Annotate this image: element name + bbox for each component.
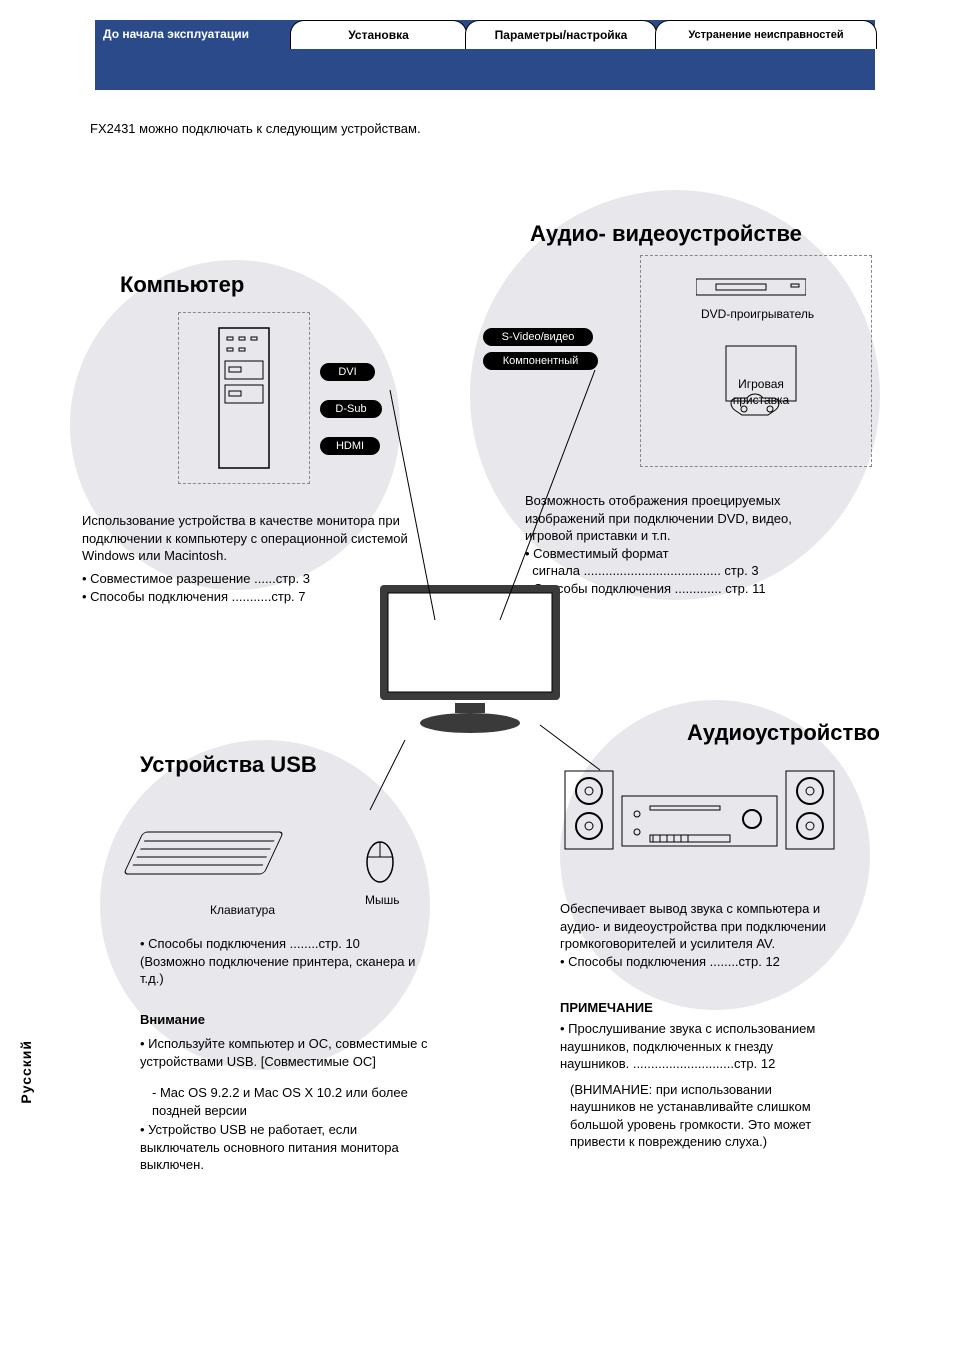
pill-component: Компонентный — [483, 352, 598, 370]
av-title: Аудио- видеоустройстве — [530, 221, 802, 247]
dvd-player-icon — [696, 271, 806, 301]
note-2: (ВНИМАНИЕ: при использовании наушников н… — [570, 1081, 820, 1151]
pill-dvi: DVI — [320, 363, 375, 381]
tab-before-use[interactable]: До начала эксплуатации — [95, 20, 303, 48]
audio-title: Аудиоустройство — [560, 720, 880, 746]
audio-system-icon — [560, 761, 840, 856]
intro-text: FX2431 можно подключать к следующим устр… — [90, 120, 421, 138]
av-bullet1b: сигнала ................................… — [525, 562, 825, 580]
av-desc: Возможность отображения проецируемых изо… — [525, 492, 825, 545]
computer-desc: Использование устройства в качестве мони… — [82, 512, 412, 565]
tab-settings[interactable]: Параметры/настройка — [465, 20, 657, 49]
usb-title: Устройства USB — [140, 752, 450, 778]
computer-bullet1: • Совместимое разрешение ......стр. 3 — [82, 570, 310, 588]
audio-desc: Обеспечивает вывод звука с компьютера и … — [560, 900, 840, 953]
computer-title: Компьютер — [120, 272, 420, 298]
note-1: • Прослушивание звука с использованием н… — [560, 1020, 820, 1073]
dvd-label: DVD-проигрыватель — [701, 306, 814, 322]
attention-1: • Используйте компьютер и ОС, совместимы… — [140, 1035, 430, 1070]
keyboard-label: Клавиатура — [210, 902, 275, 918]
av-bullet1: • Совместимый формат — [525, 545, 825, 563]
tab-troubleshoot[interactable]: Устранение неисправностей — [655, 20, 877, 49]
pc-diagram-box — [178, 312, 310, 484]
attention-3: • Устройство USB не работает, если выклю… — [140, 1121, 430, 1174]
console-label: Игровая приставка — [726, 376, 796, 408]
av-diagram-box: DVD-проигрыватель Игровая приставка — [640, 255, 872, 467]
tab-install[interactable]: Установка — [290, 20, 467, 49]
pill-dsub: D-Sub — [320, 400, 382, 418]
attention-head: Внимание — [140, 1012, 430, 1027]
mouse-label: Мышь — [365, 892, 400, 908]
pill-svideo: S-Video/видео — [483, 328, 593, 346]
usb-p1: (Возможно подключение принтера, сканера … — [140, 953, 440, 988]
usb-bullet1: • Способы подключения ........стр. 10 — [140, 935, 440, 953]
attention-2: - Mac OS 9.2.2 и Mac OS X 10.2 или более… — [152, 1084, 430, 1119]
av-bullet2: • Способы подключения ............. стр.… — [525, 580, 825, 598]
mouse-icon — [360, 837, 400, 887]
keyboard-icon — [100, 807, 290, 887]
computer-bullet2: • Способы подключения ...........стр. 7 — [82, 588, 306, 606]
pc-tower-icon — [209, 323, 279, 473]
note-head: ПРИМЕЧАНИЕ — [560, 1000, 653, 1015]
tabs-bar: До начала эксплуатации Установка Парамет… — [95, 20, 875, 90]
pill-hdmi: HDMI — [320, 437, 380, 455]
monitor-icon — [370, 575, 570, 740]
audio-bullet1: • Способы подключения ........стр. 12 — [560, 953, 840, 971]
language-sidebar: Русский — [18, 1040, 34, 1104]
